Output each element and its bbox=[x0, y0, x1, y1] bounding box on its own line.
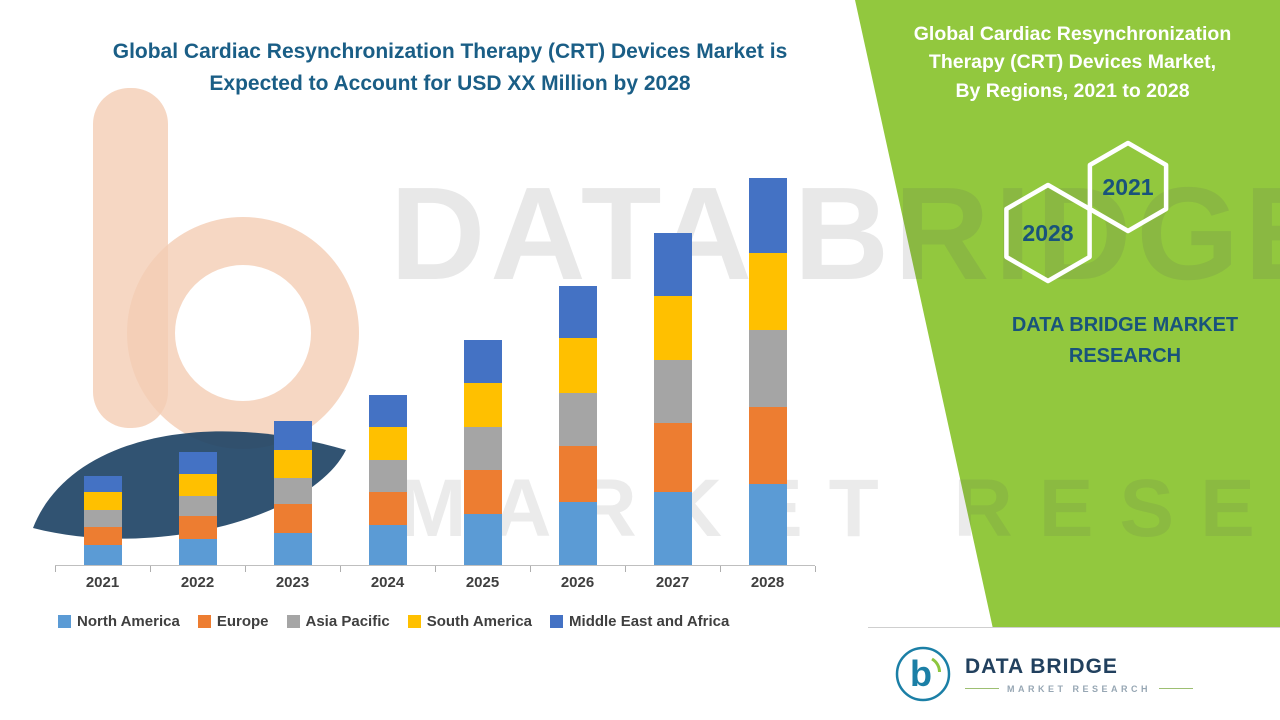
x-axis-label: 2023 bbox=[275, 574, 310, 591]
bar-segment-middle-east-and-africa bbox=[83, 475, 122, 493]
x-axis: 2021 2022 2023 2024 2025 2026 2027 2028 bbox=[55, 565, 816, 597]
legend-label: Asia Pacific bbox=[305, 613, 390, 630]
legend-item: North America bbox=[58, 613, 180, 630]
axis-tick bbox=[815, 566, 816, 572]
axis-tick bbox=[720, 566, 721, 572]
plot-area bbox=[55, 160, 815, 566]
legend-swatch bbox=[550, 615, 564, 628]
footer-brand-sub: MARKET RESEARCH bbox=[965, 683, 1194, 694]
footer-brand-name: DATA BRIDGE bbox=[965, 654, 1118, 678]
legend-item: Middle East and Africa bbox=[550, 613, 729, 630]
axis-tick bbox=[55, 566, 56, 572]
bar-segment-north-america bbox=[83, 544, 122, 565]
hexagon-2021-outline bbox=[1087, 140, 1169, 234]
bar-segment-europe bbox=[273, 504, 312, 533]
bar-segment-asia-pacific bbox=[83, 510, 122, 527]
bar-segment-middle-east-and-africa bbox=[558, 285, 597, 339]
x-axis-label: 2025 bbox=[465, 574, 500, 591]
right-title-line3: By Regions, 2021 to 2028 bbox=[955, 79, 1190, 102]
bar-segment-south-america bbox=[273, 449, 312, 478]
x-axis-label: 2028 bbox=[750, 574, 785, 591]
legend-label: Europe bbox=[216, 613, 269, 630]
databridge-logo-icon: b bbox=[895, 646, 951, 702]
bar-segment-north-america bbox=[273, 532, 312, 565]
bar-segment-europe bbox=[653, 423, 692, 493]
bar-segment-middle-east-and-africa bbox=[178, 451, 217, 474]
legend-item: South America bbox=[407, 613, 533, 630]
bar-segment-south-america bbox=[558, 338, 597, 393]
bar-segment-europe bbox=[83, 526, 122, 545]
bar-segment-south-america bbox=[653, 295, 692, 361]
bar-segment-north-america bbox=[558, 502, 597, 565]
axis-tick bbox=[245, 566, 246, 572]
bar-segment-europe bbox=[463, 469, 502, 515]
bar-segment-north-america bbox=[463, 514, 502, 565]
right-title-line1: Global Cardiac Resynchronization bbox=[913, 23, 1232, 45]
hexagon-2028-label: 2028 bbox=[1022, 220, 1073, 246]
legend-swatch bbox=[197, 615, 211, 628]
legend-swatch bbox=[286, 615, 300, 628]
axis-tick bbox=[625, 566, 626, 572]
axis-tick bbox=[150, 566, 151, 572]
bar-segment-middle-east-and-africa bbox=[748, 178, 787, 254]
bar-segment-asia-pacific bbox=[368, 459, 407, 493]
bar-segment-middle-east-and-africa bbox=[463, 340, 502, 383]
brand-text-line2: RESEARCH bbox=[1068, 345, 1182, 367]
chart-title-line2: Expected to Account for USD XX Million b… bbox=[209, 71, 691, 95]
bar-segment-asia-pacific bbox=[558, 392, 597, 446]
legend-item: Europe bbox=[197, 613, 269, 630]
stacked-bar-chart: 2021 2022 2023 2024 2025 2026 2027 2028 bbox=[55, 160, 816, 600]
bar-segment-europe bbox=[748, 407, 787, 484]
bar-segment-north-america bbox=[178, 538, 217, 565]
bar-segment-asia-pacific bbox=[273, 477, 312, 505]
bar-segment-asia-pacific bbox=[463, 427, 502, 470]
year-hexagons: 2028 2021 bbox=[1004, 140, 1169, 284]
x-axis-label: 2024 bbox=[370, 574, 405, 591]
bar-segment-south-america bbox=[178, 473, 217, 497]
bar-segment-north-america bbox=[368, 524, 407, 565]
svg-text:b: b bbox=[910, 653, 932, 694]
hexagon-2021-label: 2021 bbox=[1102, 174, 1153, 200]
footer-rule-left bbox=[965, 688, 999, 689]
x-axis-label: 2021 bbox=[85, 574, 120, 591]
footer-logo-strip: b DATA BRIDGE MARKET RESEARCH bbox=[868, 627, 1280, 720]
bar-segment-middle-east-and-africa bbox=[273, 421, 312, 450]
footer-rule-right bbox=[1159, 688, 1194, 689]
right-panel-title: Global Cardiac Resynchronization Therapy… bbox=[875, 20, 1270, 105]
bar-segment-asia-pacific bbox=[653, 360, 692, 424]
bar-segment-south-america bbox=[368, 427, 407, 460]
brand-text: DATA BRIDGE MARKET RESEARCH bbox=[955, 310, 1280, 372]
legend-label: North America bbox=[77, 613, 180, 630]
chart-title: Global Cardiac Resynchronization Therapy… bbox=[80, 36, 820, 99]
legend-swatch bbox=[407, 615, 421, 628]
legend-label: Middle East and Africa bbox=[569, 613, 730, 630]
legend-swatch bbox=[58, 615, 71, 628]
bar-segment-asia-pacific bbox=[748, 330, 787, 408]
bar-segment-europe bbox=[368, 492, 407, 525]
x-axis-label: 2027 bbox=[655, 574, 690, 591]
axis-tick bbox=[530, 566, 531, 572]
x-axis-label: 2022 bbox=[180, 574, 215, 591]
axis-tick bbox=[340, 566, 341, 572]
bar-segment-europe bbox=[178, 516, 217, 539]
bar-segment-europe bbox=[558, 445, 597, 503]
bar-segment-north-america bbox=[748, 484, 787, 565]
chart-legend: North America Europe Asia Pacific South Ame… bbox=[58, 613, 729, 630]
axis-tick bbox=[435, 566, 436, 572]
bar-segment-south-america bbox=[83, 492, 122, 511]
bar-segment-north-america bbox=[653, 492, 692, 565]
right-title-line2: Therapy (CRT) Devices Market, bbox=[928, 51, 1217, 74]
bar-segment-asia-pacific bbox=[178, 496, 217, 517]
footer-sub-label: MARKET RESEARCH bbox=[1007, 683, 1152, 694]
bar-segment-south-america bbox=[463, 382, 502, 428]
chart-title-line1: Global Cardiac Resynchronization Therapy… bbox=[112, 40, 788, 63]
bar-segment-south-america bbox=[748, 253, 787, 331]
legend-item: Asia Pacific bbox=[286, 613, 390, 630]
brand-text-line1: DATA BRIDGE MARKET bbox=[1011, 314, 1239, 336]
bar-segment-middle-east-and-africa bbox=[653, 232, 692, 296]
x-axis-label: 2026 bbox=[560, 574, 595, 591]
legend-label: South America bbox=[426, 613, 533, 630]
bar-segment-middle-east-and-africa bbox=[368, 394, 407, 428]
